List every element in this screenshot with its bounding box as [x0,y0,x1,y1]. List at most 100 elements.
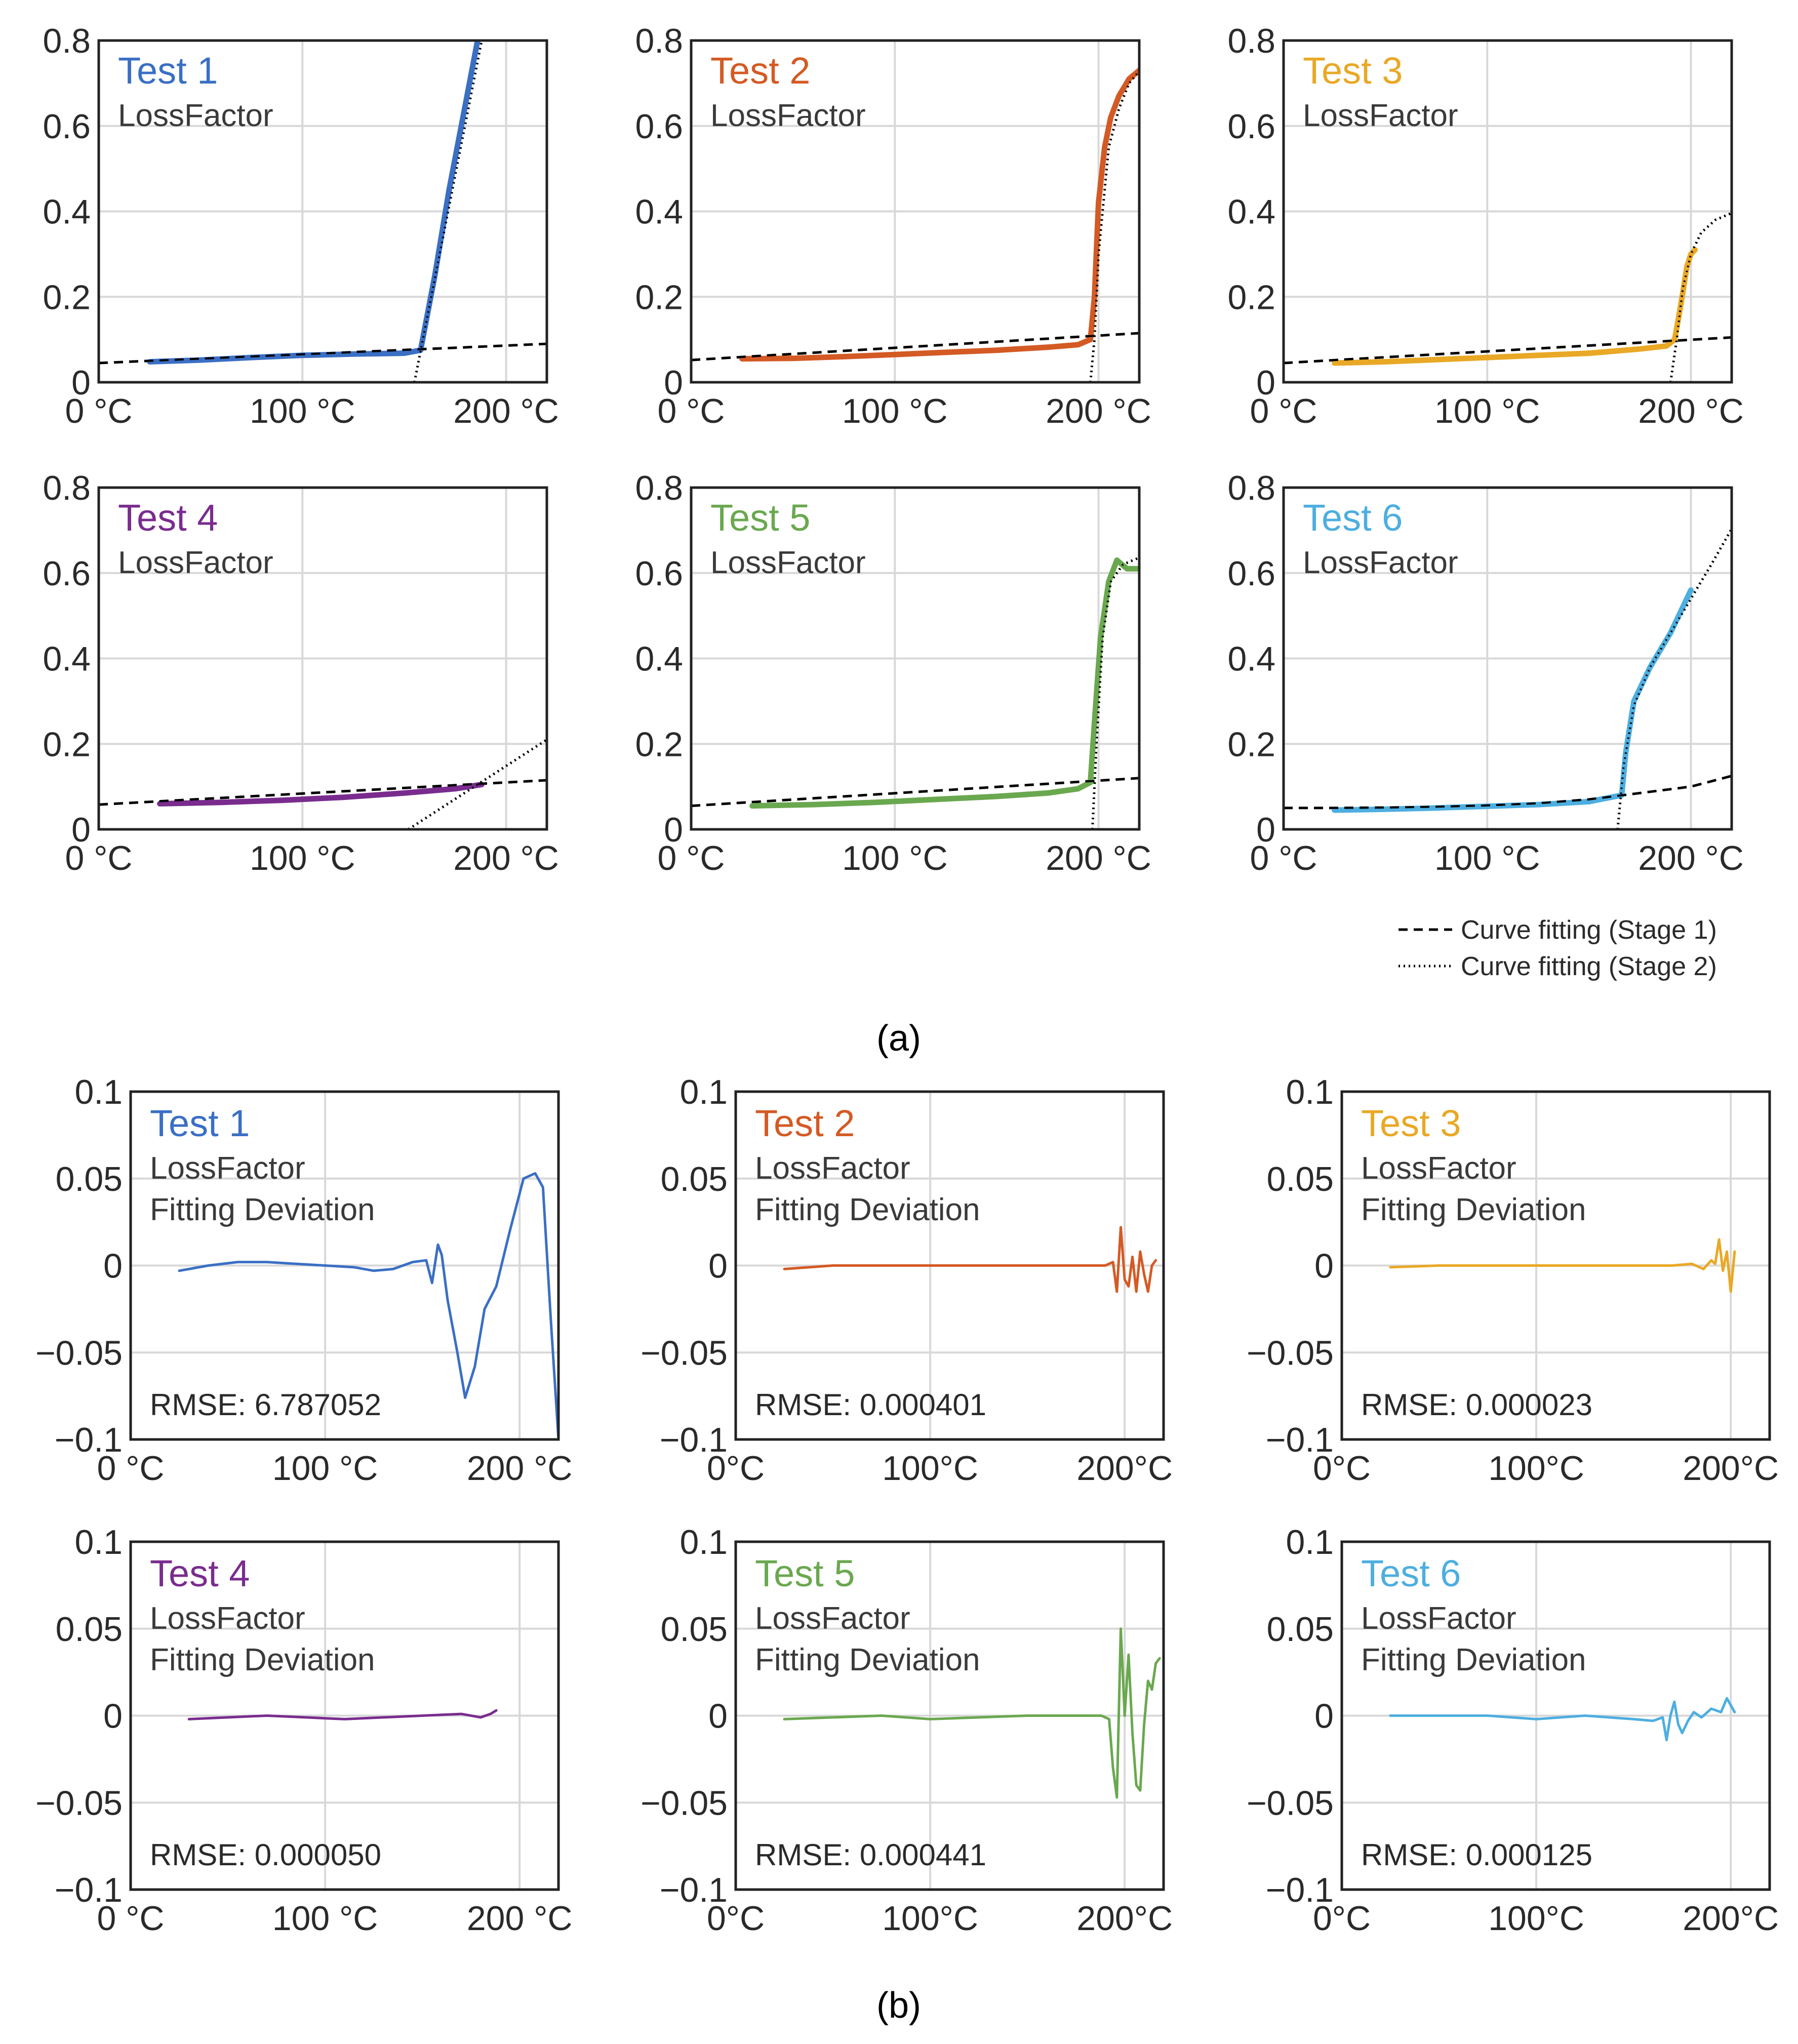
chart-subtitle: LossFactor [1303,545,1458,580]
y-tick-label: 0 [664,364,683,402]
plot-frame [1282,39,1733,384]
y-tick-label: −0.1 [660,1871,728,1909]
chart-b-1: 0 °C 100 °C 200 °C −0.1 −0.05 0 0.05 0.1 Test 1 L… [35,1073,573,1488]
chart-subtitle2: Fitting Deviation [755,1642,980,1677]
y-tick-label: −0.05 [1247,1334,1334,1372]
chart-title: Test 2 [710,50,810,92]
chart-title: Test 1 [150,1102,250,1144]
chart-title: Test 5 [755,1552,855,1594]
y-tick-label: 0 [71,364,91,402]
x-tick-label: 200 °C [1638,392,1744,430]
y-tick-label: −0.05 [641,1784,728,1822]
plot-curves [783,1226,1157,1293]
y-tick-label: 0.6 [43,107,91,146]
plot-frame [1340,1540,1771,1891]
x-tick-label: 100 °C [842,392,948,430]
chart-subtitle: LossFactor [150,1601,305,1636]
series-line [178,1172,558,1439]
series-line [147,41,481,365]
chart-b-6: 0°C 100°C 200°C −0.1 −0.05 0 0.05 0.1 Test 6 Loss… [1247,1523,1779,1938]
legend-label-stage2: Curve fitting (Stage 2) [1461,952,1717,981]
x-tick-label: 100°C [1488,1449,1584,1488]
chart-a-3: 0 °C 100 °C 200 °C 0 0.2 0.4 0.6 0.8 Test 3 LossF… [1227,22,1743,430]
legend-label-stage1: Curve fitting (Stage 1) [1461,915,1717,945]
chart-subtitle2: Fitting Deviation [755,1192,980,1227]
y-tick-label: −0.05 [641,1334,728,1372]
rmse-label: RMSE: 0.000050 [150,1838,381,1872]
y-tick-label: −0.1 [55,1421,123,1459]
y-tick-label: 0 [71,811,91,849]
plot-curves [99,738,547,829]
chart-subtitle: LossFactor [1361,1601,1516,1636]
y-tick-label: −0.1 [55,1871,123,1909]
x-tick-label: 100 °C [250,392,355,430]
x-tick-label: 100°C [1488,1899,1584,1938]
y-tick-label: 0.2 [43,278,91,316]
chart-title: Test 6 [1303,497,1403,539]
chart-subtitle: LossFactor [755,1151,910,1186]
y-tick-label: 0 [708,1247,728,1286]
x-tick-label: 200 °C [1638,839,1744,877]
series-line [783,1226,1157,1293]
x-tick-label: 0°C [1313,1899,1371,1938]
series-line [1389,1697,1736,1742]
x-tick-label: 0 °C [97,1449,164,1488]
y-tick-label: −0.05 [35,1334,123,1372]
y-tick-label: 0.8 [43,469,91,507]
y-tick-label: 0.05 [56,1610,123,1649]
chart-subtitle: LossFactor [1361,1151,1516,1186]
chart-subtitle2: Fitting Deviation [150,1192,375,1227]
x-tick-label: 0°C [707,1899,765,1938]
plot-frame [690,486,1141,831]
chart-b-5: 0°C 100°C 200°C −0.1 −0.05 0 0.05 0.1 Test 5 Loss… [641,1523,1173,1938]
chart-a-2: 0 °C 100 °C 200 °C 0 0.2 0.4 0.6 0.8 Test 2 LossF… [635,22,1151,430]
plot-curves [1389,1697,1736,1742]
chart-a-5: 0 °C 100 °C 200 °C 0 0.2 0.4 0.6 0.8 Test 5 LossF… [635,469,1151,877]
fit-stage2-overlay [1616,527,1732,829]
x-tick-label: 100 °C [250,839,355,877]
y-tick-label: −0.1 [1266,1421,1334,1459]
x-tick-label: 100°C [882,1899,978,1938]
y-tick-label: 0 [1256,811,1275,849]
chart-title: Test 4 [150,1552,250,1594]
x-tick-label: 0°C [1313,1449,1371,1488]
plot-frame [129,1540,560,1891]
y-tick-label: 0.8 [43,22,91,60]
y-tick-label: 0.1 [74,1523,123,1561]
y-tick-label: 0.6 [635,554,683,593]
panels-layer: 0 °C 100 °C 200 °C 0 0.2 0.4 0.6 0.8 Test 1 LossF… [35,22,1779,1938]
x-tick-label: 100 °C [272,1899,378,1938]
y-tick-label: 0.4 [1227,193,1275,231]
y-tick-label: 0.6 [1227,107,1275,146]
y-tick-label: −0.1 [1266,1871,1334,1909]
y-tick-label: 0.6 [1227,554,1275,593]
y-tick-label: 0.8 [635,22,683,60]
fit-stage1-overlay [1284,775,1732,809]
x-tick-label: 200 °C [453,392,559,430]
rmse-label: RMSE: 0.000023 [1361,1388,1592,1422]
x-tick-label: 200°C [1076,1449,1173,1488]
plot-frame [734,1090,1165,1441]
y-tick-label: 0 [1314,1247,1334,1286]
chart-title: Test 1 [118,50,218,92]
x-tick-label: 100°C [882,1449,978,1488]
plot-curves [187,1709,498,1720]
rmse-label: RMSE: 6.787052 [150,1388,381,1422]
y-tick-label: 0.8 [1227,469,1275,507]
y-tick-label: 0 [664,811,683,849]
y-tick-label: 0.05 [661,1610,728,1649]
series-line [739,67,1139,362]
plot-frame [97,39,548,384]
series-line [1389,1238,1736,1293]
plot-curves [1389,1238,1736,1293]
y-tick-label: 0.6 [635,107,683,146]
y-tick-label: 0 [708,1697,728,1736]
plot-curves [99,41,547,382]
caption-a: (a) [876,1018,921,1059]
chart-b-2: 0°C 100°C 200°C −0.1 −0.05 0 0.05 0.1 Test 2 Loss… [641,1073,1173,1488]
y-tick-label: −0.05 [35,1784,123,1822]
chart-b-4: 0 °C 100 °C 200 °C −0.1 −0.05 0 0.05 0.1 Test 4 L… [35,1523,573,1938]
chart-subtitle2: Fitting Deviation [1361,1192,1586,1227]
x-tick-label: 200 °C [467,1899,573,1938]
x-tick-label: 200 °C [1046,839,1151,877]
